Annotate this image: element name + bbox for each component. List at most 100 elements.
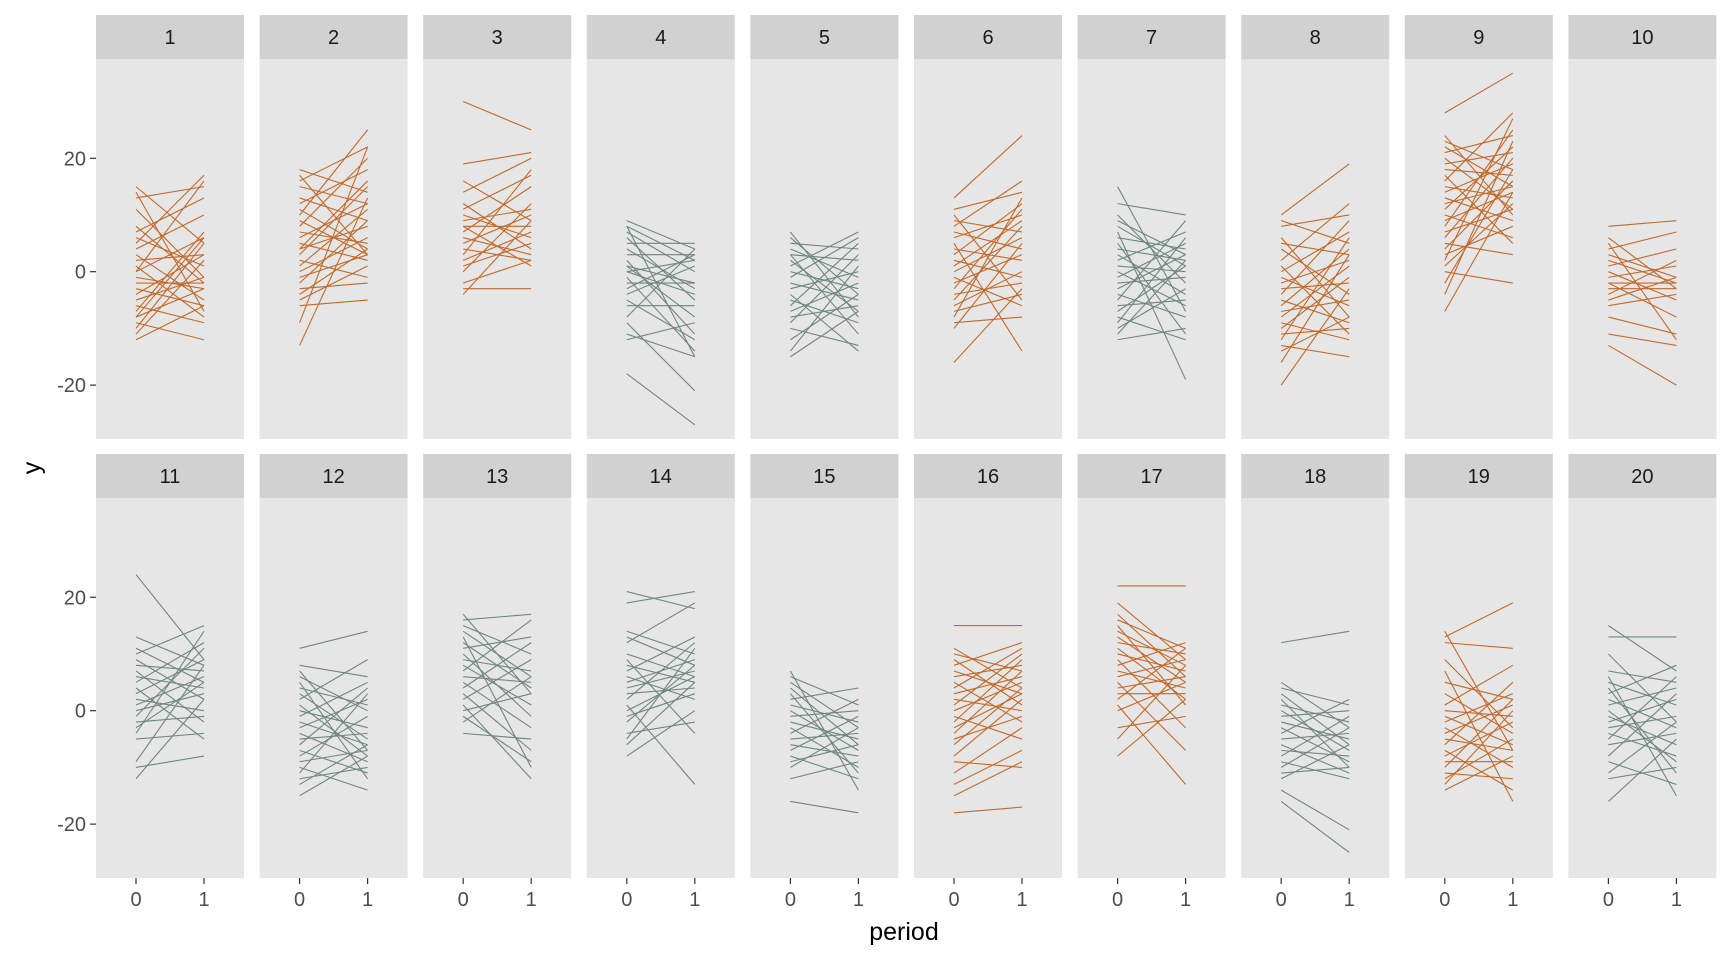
series-line [462,180,532,222]
x-tick-label: 0 [294,889,305,911]
series-line [626,721,695,734]
series-line [790,676,859,706]
series-line [462,101,532,131]
facet-strip [1568,454,1717,498]
series-line [953,642,1023,666]
series-line [953,214,1023,301]
facet-strip [914,15,1062,59]
series-line [135,180,205,273]
series-line [1444,163,1514,193]
series-line [1117,299,1186,307]
series-line [953,659,1023,706]
facet-strip-label: 13 [486,466,508,488]
facet-strip-label: 7 [1146,27,1157,49]
series-line [299,630,368,649]
x-tick-label: 1 [526,889,537,911]
facet-strip-label: 16 [977,466,999,488]
series-line [135,715,205,723]
series-line [626,225,696,261]
series-line [953,293,1023,312]
facet-panel-16: 16 [914,454,1062,878]
facet-strip [259,15,408,59]
series-line [626,681,696,746]
series-line [953,653,1023,706]
series-line [626,226,696,358]
series-line [299,169,368,193]
series-line [1117,288,1186,329]
series-line [463,636,532,649]
series-line [135,322,205,341]
facet-plot-area [1404,498,1553,878]
y-tick-label: 20 [64,148,86,170]
series-line [299,682,369,780]
series-line [1444,749,1514,791]
series-line [1608,271,1677,301]
series-line [1280,698,1350,768]
series-line [953,749,1023,785]
series-line [1280,744,1350,780]
series-line [299,670,369,751]
facet-strip [1077,454,1226,498]
x-tick-label: 0 [948,889,959,911]
series-line [626,591,695,604]
x-axes-layer: 0 1 0 1 0 1 0 1 0 1 0 1 0 1 0 1 0 1 0 1 [130,878,1682,911]
series-line [1608,664,1677,695]
series-line [135,676,205,706]
series-line [1608,670,1677,683]
facet-strip-label: 15 [813,466,835,488]
series-line [790,732,859,740]
series-line [1608,653,1677,723]
series-line [790,231,859,267]
x-tick-label: 0 [785,889,796,911]
facet-strip [1404,15,1553,59]
facet-panel-20: 20 [1568,454,1717,878]
series-line [1444,157,1514,210]
x-tick-label: 1 [1671,889,1682,911]
series-line [299,220,368,256]
x-tick-label: 0 [1603,889,1614,911]
series-line [463,613,532,621]
series-line [1281,299,1350,324]
series-line [1281,704,1350,723]
facet-plot-area [259,498,408,878]
series-line [299,681,368,717]
series-line [1117,225,1186,267]
series-line [135,305,205,324]
facet-plot-area [423,59,572,439]
series-line [1280,231,1350,273]
series-line [1117,602,1186,661]
series-line [1444,180,1514,250]
series-line [299,687,368,706]
series-line [299,146,368,182]
series-line [1117,276,1186,284]
series-line [790,761,859,780]
series-line [626,670,695,689]
facet-strip [259,454,408,498]
series-line [1117,715,1186,729]
x-tick-label: 1 [689,889,700,911]
facet-plot-area [914,498,1062,878]
series-line [135,186,205,244]
series-line [1444,186,1513,205]
facet-panel-3: 3 [423,15,572,439]
series-line [299,749,368,763]
series-line [626,653,695,678]
facet-strip [96,15,244,59]
series-line [1444,772,1513,780]
series-line [299,676,368,712]
series-line [299,146,369,323]
series-line [1608,698,1677,729]
series-line [626,265,695,284]
series-line [1608,738,1677,802]
facet-strip-label: 2 [328,27,339,49]
y-axis-title: y [18,461,46,474]
series-line [299,698,368,729]
series-line [790,687,859,746]
series-line [1281,299,1350,312]
series-line [1444,72,1514,114]
series-line [299,721,368,746]
series-line [626,636,696,672]
series-line [790,237,859,295]
series-line [135,687,205,740]
series-line [299,749,368,774]
